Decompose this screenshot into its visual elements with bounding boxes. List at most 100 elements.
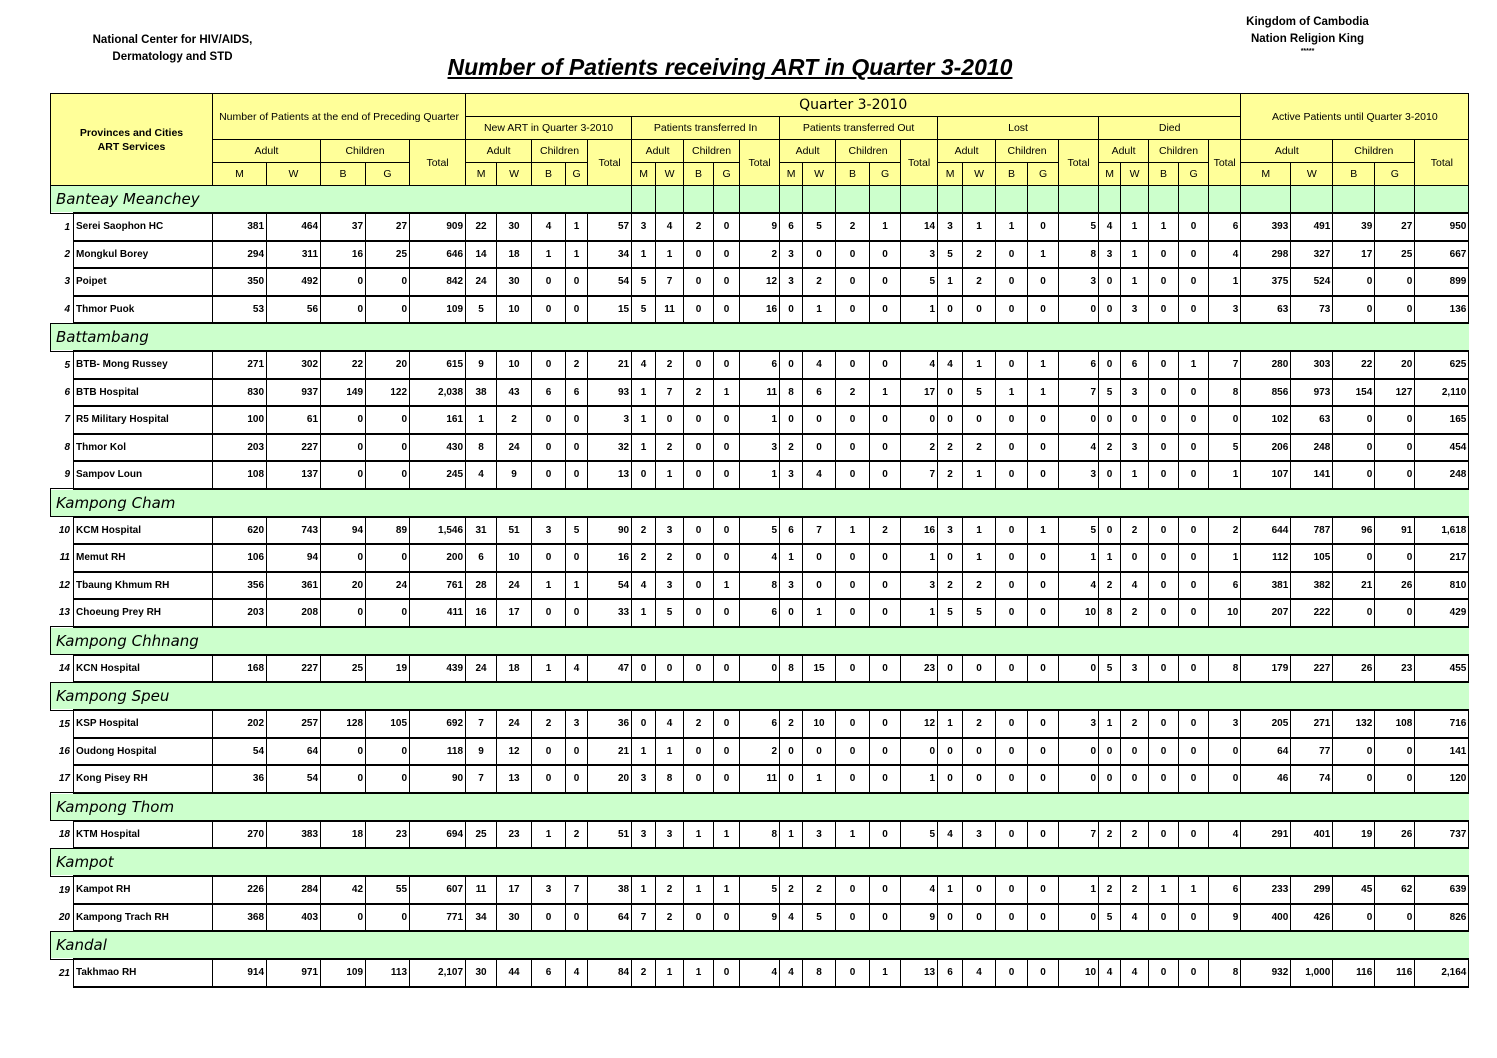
active-total-cell: 454 (1414, 432, 1470, 462)
new-g-cell: 0 (565, 598, 589, 628)
province-empty-cell (1027, 185, 1060, 214)
new-m-cell: 11 (465, 875, 498, 905)
active-g-cell: 0 (1374, 543, 1416, 573)
province-name-cell: 2Battambang (49, 322, 1469, 352)
died-total-cell: 4 (1208, 819, 1242, 849)
prev-m-cell: 356 (212, 570, 268, 600)
died-g-cell: 0 (1178, 764, 1210, 794)
lost-w-cell: 1 (962, 515, 997, 545)
new-total-cell: 16 (587, 543, 633, 573)
province-empty-cell (1240, 185, 1292, 214)
lost-total-cell: 0 (1058, 653, 1100, 683)
prev-g-cell: 0 (365, 405, 411, 435)
out-g-cell: 0 (869, 902, 902, 932)
out-b-cell: 0 (835, 902, 871, 932)
prev-g-cell: 0 (365, 543, 411, 573)
lost-w-cell: 3 (962, 819, 997, 849)
header-adult: Adult (465, 139, 533, 163)
prev-total-cell: 761 (409, 570, 467, 600)
lost-m-cell: 0 (937, 902, 964, 932)
in-b-cell: 0 (683, 902, 715, 932)
died-g-cell: 0 (1178, 709, 1210, 739)
province-empty-cell (1058, 185, 1100, 214)
facility-number: 12 (50, 571, 74, 599)
in-m-cell: 1 (631, 377, 657, 407)
died-w-cell: 2 (1120, 819, 1150, 849)
lost-g-cell: 0 (1027, 212, 1060, 242)
lost-w-cell: 0 (962, 764, 997, 794)
province-name: Kampot (56, 853, 114, 871)
died-total-cell: 6 (1208, 875, 1242, 905)
new-g-cell: 4 (565, 653, 589, 683)
prev-g-cell: 0 (365, 460, 411, 490)
new-w-cell: 2 (496, 405, 533, 435)
header-sub-m: M (1240, 162, 1292, 186)
out-m-cell: 2 (779, 709, 804, 739)
out-w-cell: 4 (802, 460, 837, 490)
in-total-cell: 2 (739, 736, 781, 766)
lost-g-cell: 0 (1027, 902, 1060, 932)
active-total-cell: 667 (1414, 239, 1470, 269)
in-w-cell: 8 (655, 764, 685, 794)
died-total-cell: 7 (1208, 350, 1242, 380)
new-w-cell: 10 (496, 294, 533, 324)
province-empty-cell (1414, 185, 1470, 214)
active-b-cell: 96 (1332, 515, 1376, 545)
province-name: Kandal (56, 936, 107, 954)
in-total-cell: 2 (739, 239, 781, 269)
in-m-cell: 3 (631, 819, 657, 849)
active-b-cell: 21 (1332, 570, 1376, 600)
new-total-cell: 54 (587, 267, 633, 297)
in-g-cell: 0 (713, 598, 741, 628)
died-g-cell: 0 (1178, 819, 1210, 849)
out-total-cell: 23 (900, 653, 939, 683)
out-g-cell: 0 (869, 653, 902, 683)
died-total-cell: 1 (1208, 460, 1242, 490)
new-total-cell: 47 (587, 653, 633, 683)
facility-row: 7 R5 Military Hospital 100 61 0 0 161 1 2 0 0 3 1 0 0 0… (50, 405, 1470, 435)
lost-w-cell: 0 (962, 902, 997, 932)
province-row: 4Kampong Chhnang (49, 626, 1469, 655)
header-sub-g: G (1027, 162, 1060, 186)
header-children: Children (995, 139, 1060, 163)
active-b-cell: 0 (1332, 598, 1376, 628)
out-w-cell: 4 (802, 350, 837, 380)
prev-m-cell: 270 (212, 819, 268, 849)
in-m-cell: 3 (631, 764, 657, 794)
lost-g-cell: 0 (1027, 819, 1060, 849)
out-b-cell: 2 (835, 377, 871, 407)
province-empty-cell (739, 185, 781, 214)
active-total-cell: 810 (1414, 570, 1470, 600)
died-b-cell: 0 (1148, 405, 1180, 435)
died-g-cell: 0 (1178, 653, 1210, 683)
new-m-cell: 9 (465, 736, 498, 766)
facility-row: 14 KCN Hospital 168 227 25 19 439 24 18 1 4 47 0 0 0 0 0… (50, 653, 1470, 683)
died-w-cell: 2 (1120, 598, 1150, 628)
out-b-cell: 1 (835, 819, 871, 849)
prev-w-cell: 464 (266, 212, 322, 242)
out-m-cell: 0 (779, 294, 804, 324)
lost-total-cell: 8 (1058, 239, 1100, 269)
active-b-cell: 0 (1332, 764, 1376, 794)
facility-row: 9 Sampov Loun 108 137 0 0 245 4 9 0 0 13 0 1 0 0 1 3 4 0 0 7 2… (50, 460, 1470, 490)
in-g-cell: 0 (713, 460, 741, 490)
new-b-cell: 6 (531, 958, 567, 988)
died-b-cell: 0 (1148, 819, 1180, 849)
header-group-died: Died (1098, 116, 1242, 140)
prev-g-cell: 23 (365, 819, 411, 849)
new-w-cell: 30 (496, 267, 533, 297)
prev-total-cell: 161 (409, 405, 467, 435)
new-w-cell: 18 (496, 653, 533, 683)
died-g-cell: 0 (1178, 736, 1210, 766)
active-m-cell: 207 (1240, 598, 1292, 628)
active-total-cell: 716 (1414, 709, 1470, 739)
out-g-cell: 0 (869, 709, 902, 739)
died-m-cell: 5 (1098, 653, 1122, 683)
active-total-cell: 2,164 (1414, 958, 1470, 988)
died-m-cell: 0 (1098, 736, 1122, 766)
in-total-cell: 6 (739, 709, 781, 739)
died-b-cell: 1 (1148, 212, 1180, 242)
header-sub-m: M (212, 162, 268, 186)
in-w-cell: 5 (655, 598, 685, 628)
died-b-cell: 0 (1148, 515, 1180, 545)
